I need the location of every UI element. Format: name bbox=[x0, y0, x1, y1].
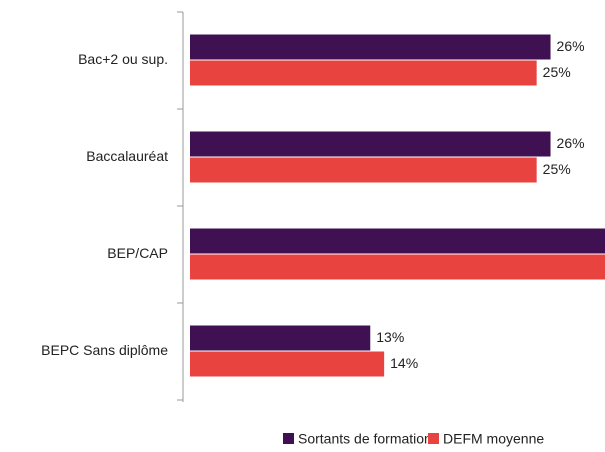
legend-label: DEFM moyenne bbox=[443, 431, 544, 447]
legend-swatch bbox=[283, 433, 294, 444]
y-tick-label: BEP/CAP bbox=[107, 245, 168, 261]
legend-swatch bbox=[428, 433, 439, 444]
bar bbox=[190, 254, 605, 280]
data-label: 13% bbox=[376, 329, 404, 345]
bar bbox=[190, 34, 551, 60]
bar bbox=[190, 325, 371, 351]
data-label: 26% bbox=[557, 38, 585, 54]
data-label: 25% bbox=[543, 161, 571, 177]
y-tick-label: BEPC Sans diplôme bbox=[41, 342, 168, 358]
data-label: 26% bbox=[557, 135, 585, 151]
bar bbox=[190, 131, 551, 157]
bar bbox=[190, 228, 605, 254]
bar bbox=[190, 60, 537, 86]
data-label: 25% bbox=[543, 64, 571, 80]
y-tick-label: Baccalauréat bbox=[86, 148, 168, 164]
bar bbox=[190, 351, 385, 377]
legend-label: Sortants de formation bbox=[298, 431, 432, 447]
data-label: 14% bbox=[390, 355, 418, 371]
y-tick-label: Bac+2 ou sup. bbox=[78, 51, 168, 67]
bar bbox=[190, 157, 537, 183]
